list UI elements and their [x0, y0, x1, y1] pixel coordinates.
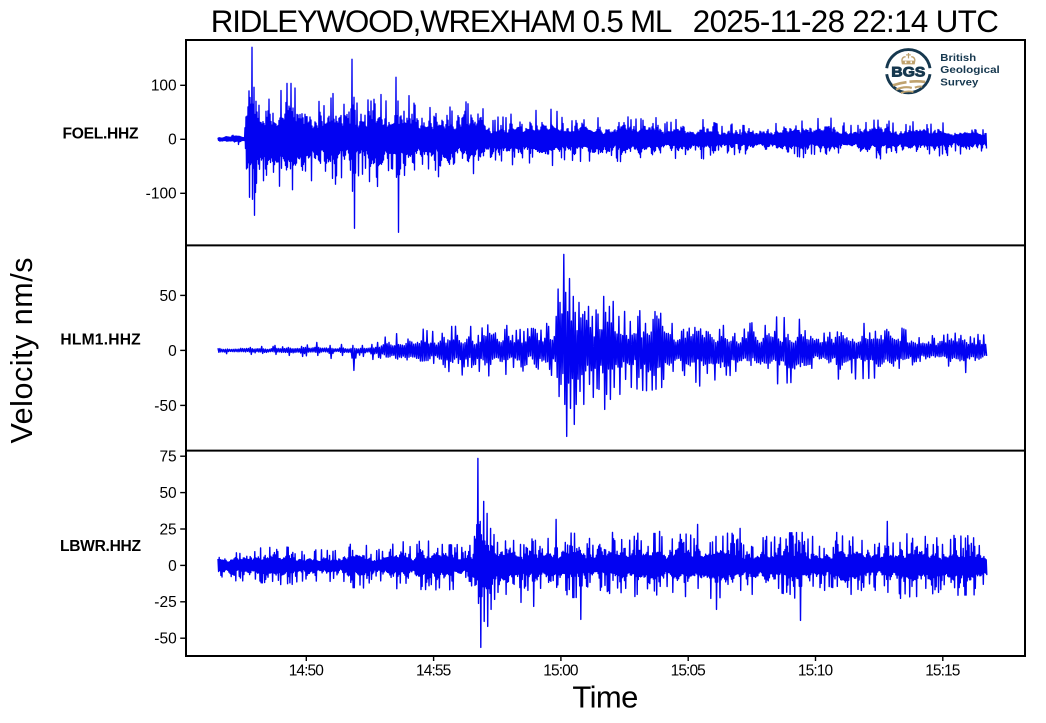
svg-text:Survey: Survey [940, 77, 978, 88]
svg-text:50: 50 [159, 485, 177, 502]
svg-text:15:05: 15:05 [671, 662, 706, 679]
svg-text:RIDLEYWOOD,WREXHAM 0.5 ML: RIDLEYWOOD,WREXHAM 0.5 ML [211, 4, 673, 39]
svg-text:-25: -25 [154, 594, 176, 611]
svg-text:0: 0 [168, 558, 177, 575]
svg-text:0: 0 [168, 343, 177, 360]
svg-text:-50: -50 [154, 398, 177, 415]
svg-text:14:50: 14:50 [289, 662, 325, 679]
svg-text:-100: -100 [146, 186, 177, 203]
svg-text:FOEL.HHZ: FOEL.HHZ [63, 126, 139, 143]
svg-text:LBWR.HHZ: LBWR.HHZ [60, 538, 141, 555]
svg-text:Time: Time [572, 680, 638, 715]
svg-text:15:00: 15:00 [543, 662, 579, 679]
svg-text:15:10: 15:10 [798, 662, 834, 679]
svg-text:0: 0 [168, 132, 177, 149]
svg-text:Geological: Geological [940, 65, 1000, 76]
svg-text:50: 50 [159, 288, 177, 305]
svg-text:BGS: BGS [891, 65, 925, 80]
svg-text:British: British [940, 53, 976, 64]
svg-text:-50: -50 [154, 631, 177, 648]
svg-text:HLM1.HHZ: HLM1.HHZ [60, 331, 141, 348]
svg-text:25: 25 [159, 521, 176, 538]
svg-text:100: 100 [151, 78, 177, 95]
svg-text:2025-11-28 22:14 UTC: 2025-11-28 22:14 UTC [693, 4, 999, 39]
svg-text:Velocity nm/s: Velocity nm/s [5, 258, 39, 444]
svg-text:75: 75 [159, 449, 176, 466]
svg-text:14:55: 14:55 [416, 662, 451, 679]
svg-text:15:15: 15:15 [925, 662, 960, 679]
